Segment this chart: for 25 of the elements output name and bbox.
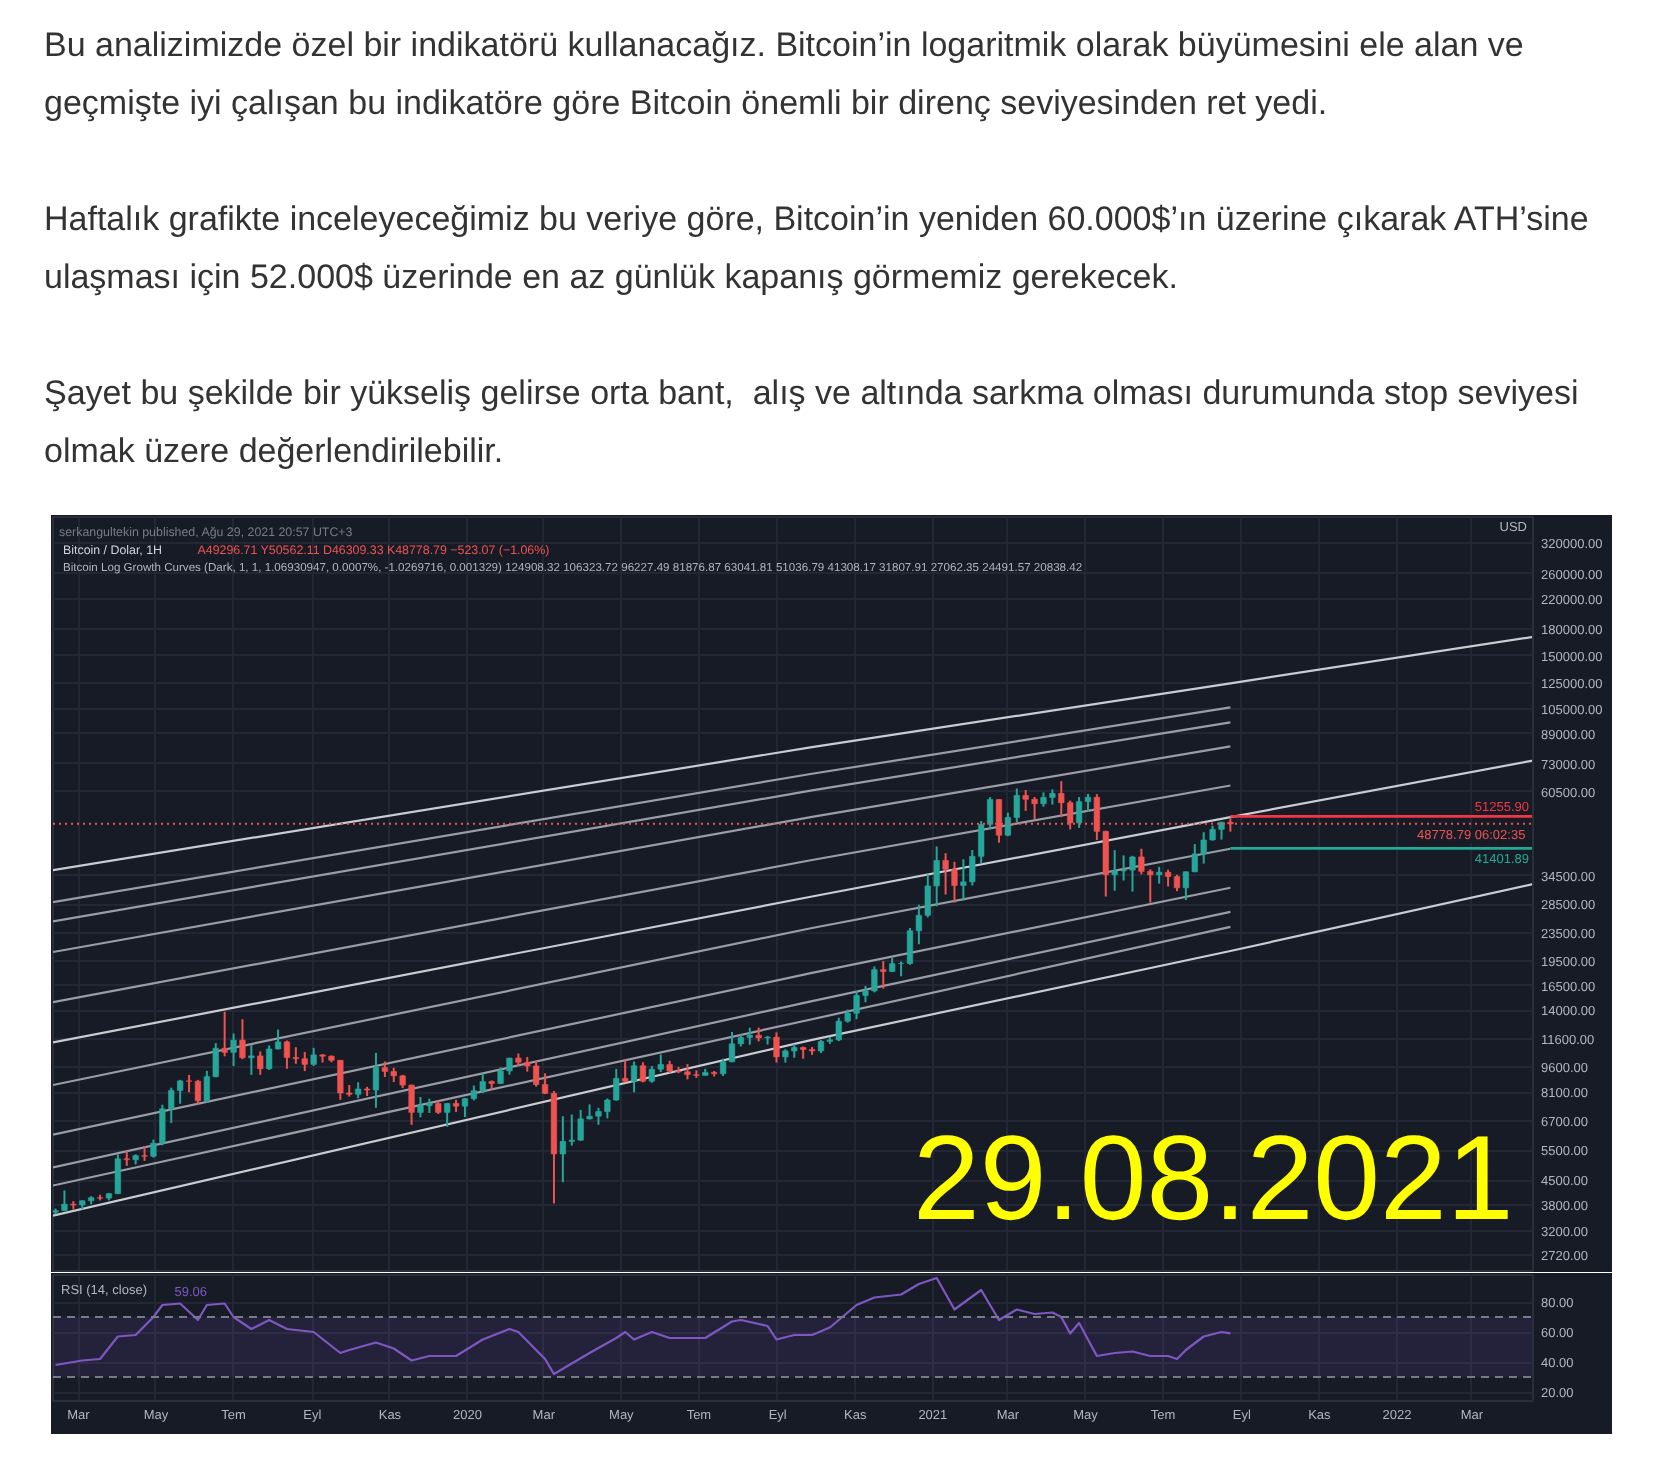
candlestick	[310, 1046, 317, 1067]
line-series	[53, 759, 1533, 1044]
candlestick	[986, 796, 994, 831]
candlestick	[248, 1044, 255, 1076]
candlestick	[444, 1102, 451, 1128]
candlestick	[221, 1010, 228, 1058]
candlestick	[230, 1032, 237, 1068]
candlestick	[141, 1145, 148, 1162]
candlestick	[283, 1039, 291, 1070]
candlestick	[630, 1060, 638, 1094]
candlestick	[266, 1044, 273, 1071]
line-series	[53, 883, 1533, 1217]
text: Haftalık grafikte inceleyeceğimiz bu veriye göre, Bitcoin’in yeniden 60.000$’ın üzerine çıkarak ATH’sine ulaşması için 52.000$ üzerinde en az günlük kapanış görmemiz gerekecek.	[44, 198, 1591, 300]
candlestick	[372, 1051, 380, 1109]
candlestick	[257, 1050, 264, 1076]
candlestick	[880, 960, 887, 990]
candlestick	[194, 1078, 202, 1106]
text: Bu analizimizde özel bir indikatörü kullanacağız. Bitcoin’in logaritmik olarak büyümesini ele alan ve geçmişte iyi çalışan bu indikatöre göre Bitcoin önemli bir direnç seviyesinden ret yedi.	[44, 24, 1526, 126]
annotation: 29.08.2021	[913, 1111, 1514, 1245]
candlestick	[239, 1018, 246, 1061]
text: Şayet bu şekilde bir yükseliş gelirse orta bant, alış ve altında sarkma olması durumunda stop seviyesi olmak üzere değerlendirilebilir.	[44, 372, 1581, 474]
candlestick	[773, 1031, 780, 1064]
candlestick	[1075, 795, 1083, 829]
line-series	[54, 1276, 1232, 1376]
line-series	[53, 635, 1533, 872]
